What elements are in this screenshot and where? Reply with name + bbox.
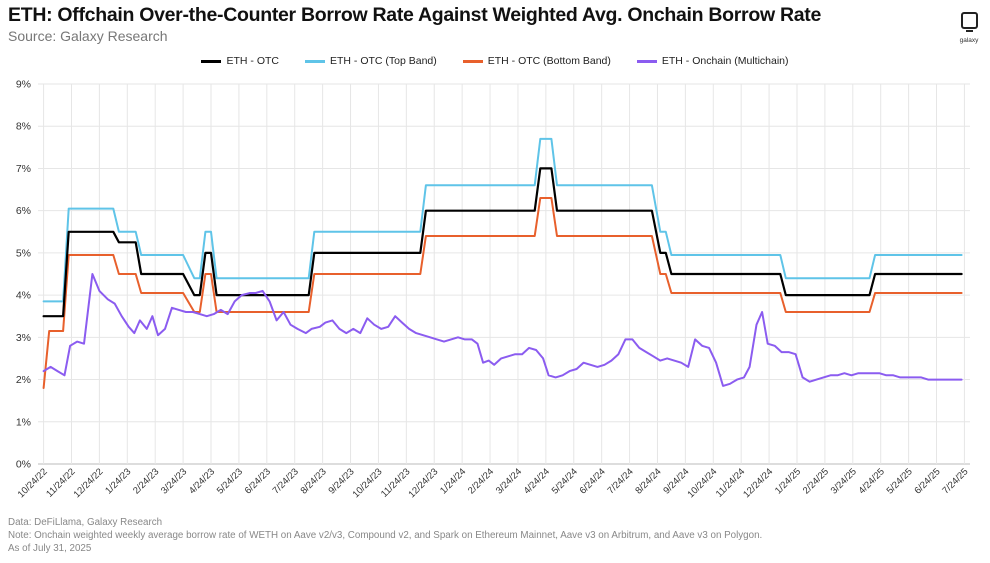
y-tick-label: 5% [16,247,31,259]
y-tick-label: 0% [16,459,31,471]
y-tick-label: 8% [16,121,31,133]
legend-item-otc: ETH - OTC [201,55,279,67]
data-source-note: Data: DeFiLlama, Galaxy Research [8,517,163,528]
x-tick-label: 3/24/25 [829,466,859,496]
galaxy-logo-icon [960,12,978,32]
series-line-onchain [42,273,963,387]
x-tick-label: 10/24/23 [351,466,385,500]
y-tick-label: 9% [16,79,31,91]
y-tick-label: 1% [16,416,31,428]
x-tick-label: 7/24/23 [271,466,301,496]
legend-item-onchain: ETH - Onchain (Multichain) [636,55,789,67]
x-tick-label: 5/24/24 [550,466,580,496]
x-tick-label: 2/24/23 [131,466,161,496]
x-tick-label: 1/24/24 [438,466,468,496]
x-tick-label: 8/24/24 [633,466,663,496]
x-tick-label: 12/24/24 [741,466,775,500]
series-lines [42,137,963,389]
x-tick-label: 6/24/23 [243,466,273,496]
x-tick-label: 3/24/24 [494,466,524,496]
y-tick-label: 7% [16,163,31,175]
x-tick-label: 1/24/25 [773,466,803,496]
legend-swatch-otc-bottom-band [462,59,483,63]
legend-item-otc-top-band: ETH - OTC (Top Band) [304,55,437,67]
legend-label-otc: ETH - OTC [226,55,279,67]
x-axis: 10/24/2211/24/2212/24/221/24/232/24/233/… [16,466,971,500]
methodology-note: Note: Onchain weighted weekly average bo… [8,530,763,541]
y-tick-label: 3% [16,332,31,344]
legend-label-onchain: ETH - Onchain (Multichain) [661,55,789,67]
x-tick-label: 6/24/24 [578,466,608,496]
x-tick-label: 6/24/25 [912,466,942,496]
y-tick-label: 6% [16,205,31,217]
x-tick-label: 3/24/23 [159,466,189,496]
legend-label-otc-top-band: ETH - OTC (Top Band) [329,55,437,67]
x-tick-label: 10/24/24 [685,466,719,500]
legend-swatch-otc [201,59,222,63]
x-tick-label: 12/24/22 [72,466,106,500]
series-line-otc [42,167,963,318]
chart-subtitle: Source: Galaxy Research [8,28,168,44]
x-tick-label: 7/24/25 [940,466,970,496]
x-tick-label: 2/24/24 [466,466,496,496]
x-tick-label: 4/24/25 [857,466,887,496]
y-tick-label: 4% [16,290,31,302]
logo-text: galaxy [959,37,979,44]
x-tick-label: 5/24/25 [885,466,915,496]
chart-title: ETH: Offchain Over-the-Counter Borrow Ra… [8,4,822,26]
x-tick-label: 5/24/23 [215,466,245,496]
legend-swatch-onchain [636,59,657,63]
y-tick-label: 2% [16,374,31,386]
legend-item-otc-bottom-band: ETH - OTC (Bottom Band) [462,55,611,67]
x-tick-label: 4/24/24 [522,466,552,496]
y-axis: 0% 1% 2% 3% 4% 5% 6% 7% 8% 9% [16,79,31,471]
legend-label-otc-bottom-band: ETH - OTC (Bottom Band) [487,55,611,67]
x-tick-label: 7/24/24 [605,466,635,496]
as-of-date: As of July 31, 2025 [8,543,92,554]
x-tick-label: 2/24/25 [801,466,831,496]
galaxy-logo: galaxy [956,12,982,44]
footnotes: Data: DeFiLlama, Galaxy Research Note: O… [8,516,762,555]
series-line-otc-top-band [42,137,963,303]
x-tick-label: 4/24/23 [187,466,217,496]
series-line-otc-bottom-band [42,197,963,389]
chart-legend: ETH - OTC ETH - OTC (Top Band) ETH - OTC… [0,55,990,67]
x-tick-label: 1/24/23 [103,466,133,496]
x-tick-label: 8/24/23 [299,466,329,496]
x-tick-label: 10/24/22 [16,466,50,500]
x-tick-label: 12/24/23 [406,466,440,500]
legend-swatch-otc-top-band [304,59,325,63]
